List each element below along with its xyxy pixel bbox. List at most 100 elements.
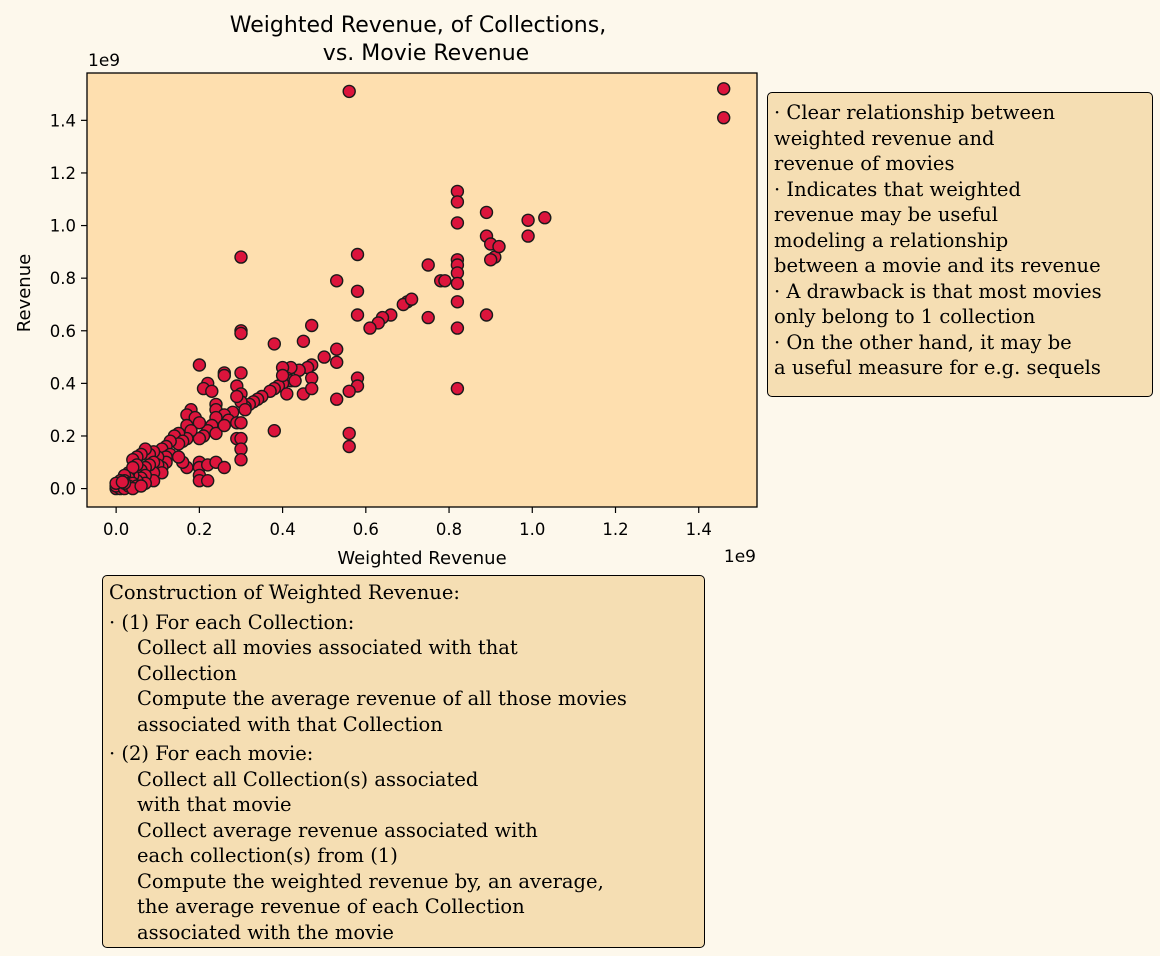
step1-title: · (1) For each Collection:: [109, 610, 355, 634]
x-tick-label: 1.4: [686, 520, 712, 539]
x-tick-label: 1.0: [519, 520, 545, 539]
data-point: [234, 453, 248, 467]
data-point: [350, 284, 365, 298]
side-note-line: between a movie and its revenue: [774, 254, 1101, 277]
construction-step-line: associated with that Collection: [137, 712, 443, 736]
y-tick-label: 0.6: [50, 322, 76, 341]
data-point: [330, 355, 344, 369]
construction-step-line: associated with the movie: [137, 920, 394, 944]
data-point: [217, 418, 232, 433]
side-note-line: · On the other hand, it may be: [774, 330, 1072, 354]
data-point: [234, 250, 248, 264]
data-point: [275, 368, 290, 383]
y-tick-label: 0.4: [50, 374, 76, 393]
chart-title-line-2: vs. Movie Revenue: [323, 41, 529, 66]
construction-note: Construction of Weighted Revenue: · (1) …: [102, 575, 705, 948]
step2-title: · (2) For each movie:: [109, 742, 314, 765]
construction-step-line: Compute the weighted revenue by, an aver…: [137, 869, 604, 893]
plot-frame: [86, 72, 758, 508]
data-point: [492, 239, 506, 254]
data-point: [205, 384, 219, 398]
side-note-line: · A drawback is that most movies: [774, 279, 1102, 303]
x-tick-label: 0.8: [436, 520, 462, 539]
construction-step-line: Collection: [137, 661, 237, 685]
data-point: [521, 229, 535, 243]
data-points: [109, 82, 731, 496]
data-point: [479, 205, 494, 220]
data-point: [192, 358, 207, 372]
data-point: [521, 213, 535, 228]
data-point: [717, 82, 731, 96]
y-tick-label: 1.4: [50, 111, 76, 130]
data-point: [484, 253, 498, 267]
chart-title-line-1: Weighted Revenue, of Collections,: [230, 13, 606, 38]
data-point: [267, 337, 281, 351]
y-tick-label: 1.2: [50, 164, 76, 183]
data-point: [200, 474, 215, 488]
data-point: [421, 310, 435, 325]
data-point: [342, 426, 356, 441]
data-point: [217, 460, 232, 475]
data-point: [450, 276, 465, 291]
side-note-line: only belong to 1 collection: [774, 305, 1036, 328]
step2-lines: Collect all Collection(s) associated with…: [109, 767, 704, 946]
data-point: [305, 318, 319, 333]
data-point: [342, 439, 356, 454]
x-tick-label: 1.2: [602, 520, 628, 539]
x-tick-label: 0.0: [103, 520, 129, 539]
side-note-line: · Clear relationship between: [774, 101, 1056, 124]
data-point: [450, 381, 465, 396]
data-point: [234, 416, 248, 430]
data-point: [342, 84, 356, 99]
data-point: [305, 381, 319, 396]
x-tick-label: 0.2: [186, 520, 212, 539]
x-axis-ticks: 0.0 0.2 0.4 0.6 0.8 1.0 1.2 1.4: [103, 507, 712, 539]
x-tick-label: 0.4: [269, 520, 295, 539]
data-point: [217, 368, 232, 383]
x-tick-label: 0.6: [353, 520, 379, 539]
construction-step-line: with that movie: [137, 793, 292, 816]
relationship-note: · Clear relationship between weighted rev…: [767, 92, 1153, 397]
y-tick-label: 1.0: [50, 217, 76, 236]
data-point: [350, 308, 365, 322]
data-point: [267, 424, 281, 438]
x-axis-label: Weighted Revenue: [337, 548, 506, 569]
construction-step-line: the average revenue of each Collection: [137, 895, 525, 918]
data-point: [230, 389, 244, 404]
side-note-line: · Indicates that weighted: [774, 177, 1021, 201]
construction-step-line: Collect average revenue associated with: [137, 818, 538, 842]
y-tick-label: 0.8: [50, 269, 76, 288]
data-point: [363, 321, 377, 335]
y-tick-label: 0.2: [50, 427, 76, 446]
construction-step-line: Compute the average revenue of all those…: [137, 687, 627, 710]
scatter-chart: Weighted Revenue, of Collections, vs. Mo…: [14, 13, 758, 569]
data-point: [538, 210, 552, 225]
data-point: [115, 475, 130, 489]
y-scale-label: 1e9: [88, 51, 120, 71]
construction-step-line: each collection(s) from (1): [137, 844, 398, 867]
data-point: [234, 326, 248, 341]
data-point: [450, 216, 465, 230]
data-point: [450, 195, 465, 209]
data-point: [171, 450, 186, 464]
y-axis-label: Revenue: [14, 254, 35, 332]
y-tick-label: 0.0: [50, 480, 76, 499]
side-note-line: weighted revenue and: [774, 126, 995, 150]
step1-lines: Collect all movies associated with that C…: [109, 635, 704, 737]
data-point: [288, 374, 302, 388]
data-point: [404, 292, 419, 306]
x-scale-label: 1e9: [724, 547, 756, 567]
data-point: [438, 274, 452, 288]
data-point: [330, 342, 344, 356]
y-axis-ticks: 0.0 0.2 0.4 0.6 0.8 1.0 1.2 1.4: [50, 111, 87, 499]
data-point: [280, 387, 294, 401]
data-point: [342, 384, 356, 398]
data-point: [296, 334, 311, 348]
data-point: [234, 366, 248, 380]
data-point: [350, 247, 365, 262]
data-point: [479, 308, 494, 322]
data-point: [450, 295, 465, 309]
data-point: [421, 258, 435, 272]
data-point: [330, 392, 344, 406]
side-note-line: modeling a relationship: [774, 228, 1009, 252]
